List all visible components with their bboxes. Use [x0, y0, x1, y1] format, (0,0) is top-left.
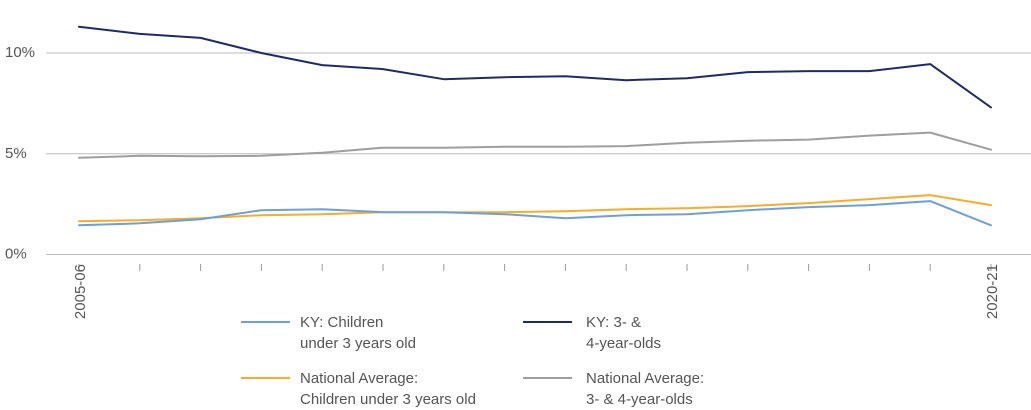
x-tick-label: 2020-21	[984, 264, 1001, 319]
series-line	[78, 25, 992, 109]
legend-label: National Average:	[300, 370, 418, 387]
legend-item: KY: 3- & 4-year-olds	[523, 314, 661, 352]
legend-label: National Average:	[586, 370, 704, 387]
x-axis: 2005-06 2020-21	[46, 254, 1031, 319]
series-line	[78, 131, 992, 159]
y-tick-label: 10%	[5, 44, 35, 61]
series-line	[78, 200, 992, 227]
legend-label: under 3 years old	[300, 335, 416, 352]
y-axis-tick-labels: 0% 5% 10%	[5, 44, 35, 263]
legend-item: National Average: Children under 3 years …	[241, 370, 476, 408]
y-tick-label: 5%	[5, 145, 27, 162]
y-tick-label: 0%	[5, 246, 27, 263]
series-lines	[78, 25, 992, 227]
legend-label: 3- & 4-year-olds	[586, 391, 693, 408]
legend-label: 4-year-olds	[586, 335, 661, 352]
legend-label: Children under 3 years old	[300, 391, 476, 408]
legend-label: KY: 3- &	[586, 314, 641, 331]
legend-item: National Average: 3- & 4-year-olds	[523, 370, 704, 408]
legend-item: KY: Children under 3 years old	[241, 314, 416, 352]
series-line	[78, 194, 992, 223]
gridlines	[46, 52, 1031, 155]
x-tick-label: 2005-06	[72, 264, 89, 319]
legend: KY: Children under 3 years old KY: 3- & 4-y…	[241, 314, 704, 408]
legend-label: KY: Children	[300, 314, 383, 331]
